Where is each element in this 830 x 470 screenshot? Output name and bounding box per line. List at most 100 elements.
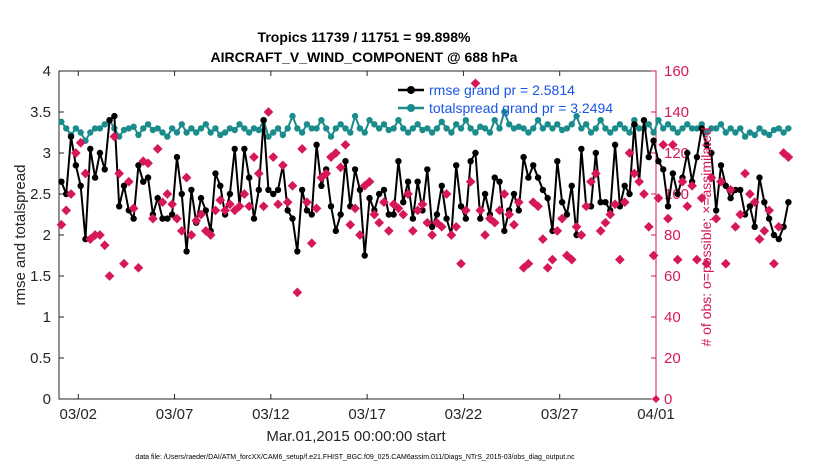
obs-point <box>571 221 582 232</box>
y-right-tick-label: 40 <box>664 309 681 326</box>
rmse-point <box>530 162 537 169</box>
rmse-line <box>60 114 790 256</box>
rmse-point <box>717 162 725 169</box>
obs-point <box>215 195 226 205</box>
totalspread-point <box>91 125 99 132</box>
obs-point <box>783 152 794 162</box>
obs-point <box>523 258 534 269</box>
obs-point <box>518 262 529 273</box>
obs-point <box>205 230 216 240</box>
rmse-point <box>144 174 152 181</box>
totalspread-point <box>669 125 677 132</box>
obs-point <box>528 197 539 208</box>
obs-point <box>687 180 697 191</box>
rmse-point <box>164 215 171 222</box>
obs-point <box>456 258 466 269</box>
obs-point <box>749 197 760 208</box>
obs-point <box>581 201 592 212</box>
totalspread-point <box>549 125 556 132</box>
rmse-point <box>626 190 633 198</box>
totalspread-point <box>655 117 662 124</box>
obs-point <box>306 238 317 249</box>
rmse-point <box>332 227 340 235</box>
x-axis-label: Mar.01,2015 00:00:00 start <box>266 428 446 445</box>
rmse-point <box>631 121 638 128</box>
totalspread-point <box>366 117 373 124</box>
totalspread-point <box>327 133 335 140</box>
rmse-point <box>554 158 561 165</box>
obs-point <box>123 176 134 187</box>
y-tick-label: 2.5 <box>30 186 51 203</box>
totalspread-point <box>135 131 142 139</box>
rmse-point <box>361 252 368 259</box>
obs-point <box>143 158 153 169</box>
rmse-point <box>501 227 508 235</box>
rmse-point <box>578 145 585 153</box>
rmse-point <box>337 211 344 218</box>
rmse-point <box>712 207 720 214</box>
obs-point <box>200 226 211 236</box>
y-right-tick-label: 120 <box>664 145 689 162</box>
obs-point <box>66 189 76 199</box>
rmse-point <box>67 133 75 140</box>
rmse-point <box>722 182 730 189</box>
totalspread-point <box>621 125 628 132</box>
obs-point <box>499 189 510 199</box>
totalspread-point <box>58 118 65 126</box>
obs-point <box>677 176 688 187</box>
obs-point <box>114 168 125 179</box>
totalspread-point <box>226 125 234 132</box>
totalspread-point <box>380 121 388 128</box>
chart-title-line2: AIRCRAFT_V_WIND_COMPONENT @ 688 hPa <box>211 49 518 65</box>
rmse-point <box>563 211 571 218</box>
obs-point <box>417 199 428 210</box>
obs-point <box>441 189 452 199</box>
totalspread-point <box>385 126 392 134</box>
obs-point <box>287 180 298 191</box>
totalspread-point <box>477 123 484 130</box>
obs-point <box>470 78 481 89</box>
rmse-point <box>433 211 441 218</box>
obs-point <box>494 205 505 216</box>
rmse-point <box>260 117 267 124</box>
totalspread-point <box>144 121 152 128</box>
obs-point <box>764 205 774 216</box>
totalspread-point <box>323 125 330 132</box>
rmse-point <box>761 199 768 206</box>
rmse-point <box>650 137 657 144</box>
totalspread-point <box>294 125 301 132</box>
rmse-point <box>496 178 503 185</box>
rmse-point <box>558 199 566 206</box>
rmse-point <box>655 158 662 165</box>
totalspread-point <box>207 129 214 136</box>
obs-point <box>773 221 784 232</box>
obs-point <box>282 197 293 208</box>
totalspread-point <box>530 125 537 132</box>
obs-point <box>600 217 611 228</box>
rmse-point <box>241 145 248 153</box>
totalspread-point <box>361 129 368 136</box>
rmse-point <box>159 215 166 222</box>
totalspread-point <box>178 121 185 128</box>
rmse-point <box>515 207 522 214</box>
obs-point <box>99 240 110 251</box>
obs-point <box>273 199 283 210</box>
obs-point <box>634 176 644 187</box>
totalspread-point <box>611 125 619 132</box>
totalspread-point <box>202 121 210 128</box>
obs-point <box>692 254 702 265</box>
totalspread-point <box>544 121 551 128</box>
obs-point <box>229 205 240 216</box>
obs-point <box>619 197 630 208</box>
obs-point <box>509 219 519 230</box>
obs-point <box>427 230 437 240</box>
obs-point <box>403 189 413 199</box>
rmse-point <box>385 211 392 218</box>
totalspread-point <box>558 126 566 134</box>
y-tick-label: 3.5 <box>30 104 51 121</box>
obs-point <box>71 148 81 158</box>
obs-point <box>210 205 221 216</box>
totalspread-point <box>515 123 522 130</box>
totalspread-point <box>737 125 744 132</box>
totalspread-point <box>539 125 547 132</box>
